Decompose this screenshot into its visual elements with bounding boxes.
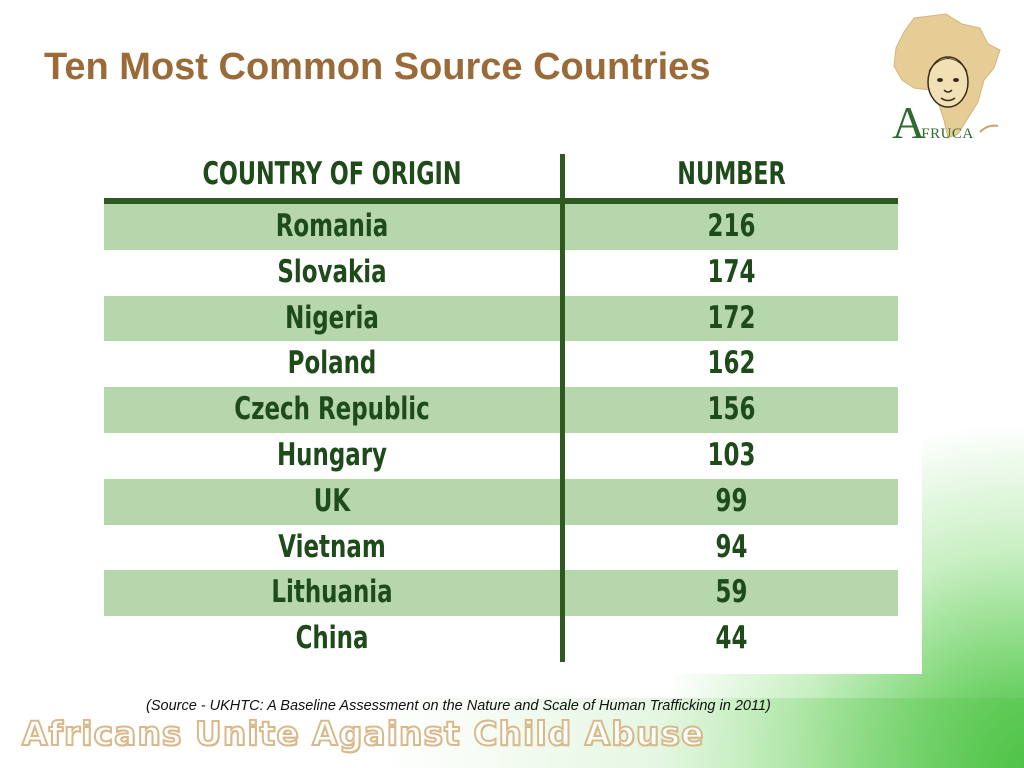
table-row: Slovakia 174 (104, 250, 898, 296)
number-cell: 216 (707, 208, 756, 244)
table-row: China 44 (104, 616, 898, 662)
logo-wordmark: AFRUCA (892, 96, 974, 149)
header-country-of-origin: COUNTRY OF ORIGIN (202, 156, 462, 192)
table-body: Romania 216 Slovakia 174 Nigeria 172 Pol… (104, 204, 898, 662)
source-countries-table: COUNTRY OF ORIGIN NUMBER Romania 216 Slo… (104, 150, 922, 674)
table-row: UK 99 (104, 478, 898, 525)
country-cell: Slovakia (277, 253, 387, 290)
background-glow-bottom (380, 698, 1024, 768)
country-cell: Nigeria (285, 299, 379, 336)
table-row: Czech Republic 156 (104, 387, 898, 433)
header-rule (104, 198, 898, 204)
number-cell: 44 (715, 620, 748, 657)
africa-map-child-face-icon (893, 13, 1001, 139)
country-cell: Czech Republic (234, 391, 430, 428)
slide-title: Ten Most Common Source Countries (44, 46, 711, 88)
table-header-row: COUNTRY OF ORIGIN NUMBER (104, 150, 898, 202)
country-cell: Poland (287, 345, 377, 382)
number-cell: 174 (707, 253, 756, 290)
number-cell: 156 (707, 391, 756, 428)
number-cell: 59 (715, 574, 748, 611)
header-number: NUMBER (677, 156, 786, 192)
logo-letter-a: A (892, 97, 926, 148)
table-row: Romania 216 (104, 204, 898, 250)
table-row: Nigeria 172 (104, 295, 898, 342)
number-cell: 94 (715, 528, 748, 565)
table-row: Lithuania 59 (104, 570, 898, 617)
table-row: Poland 162 (104, 341, 898, 387)
logo-letters: FRUCA (921, 126, 974, 142)
column-divider (560, 154, 565, 662)
country-cell: Hungary (276, 436, 388, 473)
country-cell: UK (313, 482, 351, 519)
source-citation: (Source - UKHTC: A Baseline Assessment o… (146, 698, 771, 714)
country-cell: China (295, 620, 369, 657)
country-cell: Lithuania (271, 574, 393, 611)
country-cell: Vietnam (278, 528, 386, 565)
number-cell: 162 (707, 345, 756, 382)
number-cell: 103 (707, 436, 756, 473)
table-row: Vietnam 94 (104, 525, 898, 571)
number-cell: 99 (715, 482, 748, 519)
table-row: Hungary 103 (104, 433, 898, 479)
number-cell: 172 (707, 299, 756, 336)
country-cell: Romania (275, 208, 389, 244)
footer-tagline: Africans Unite Against Child Abuse (21, 713, 705, 754)
